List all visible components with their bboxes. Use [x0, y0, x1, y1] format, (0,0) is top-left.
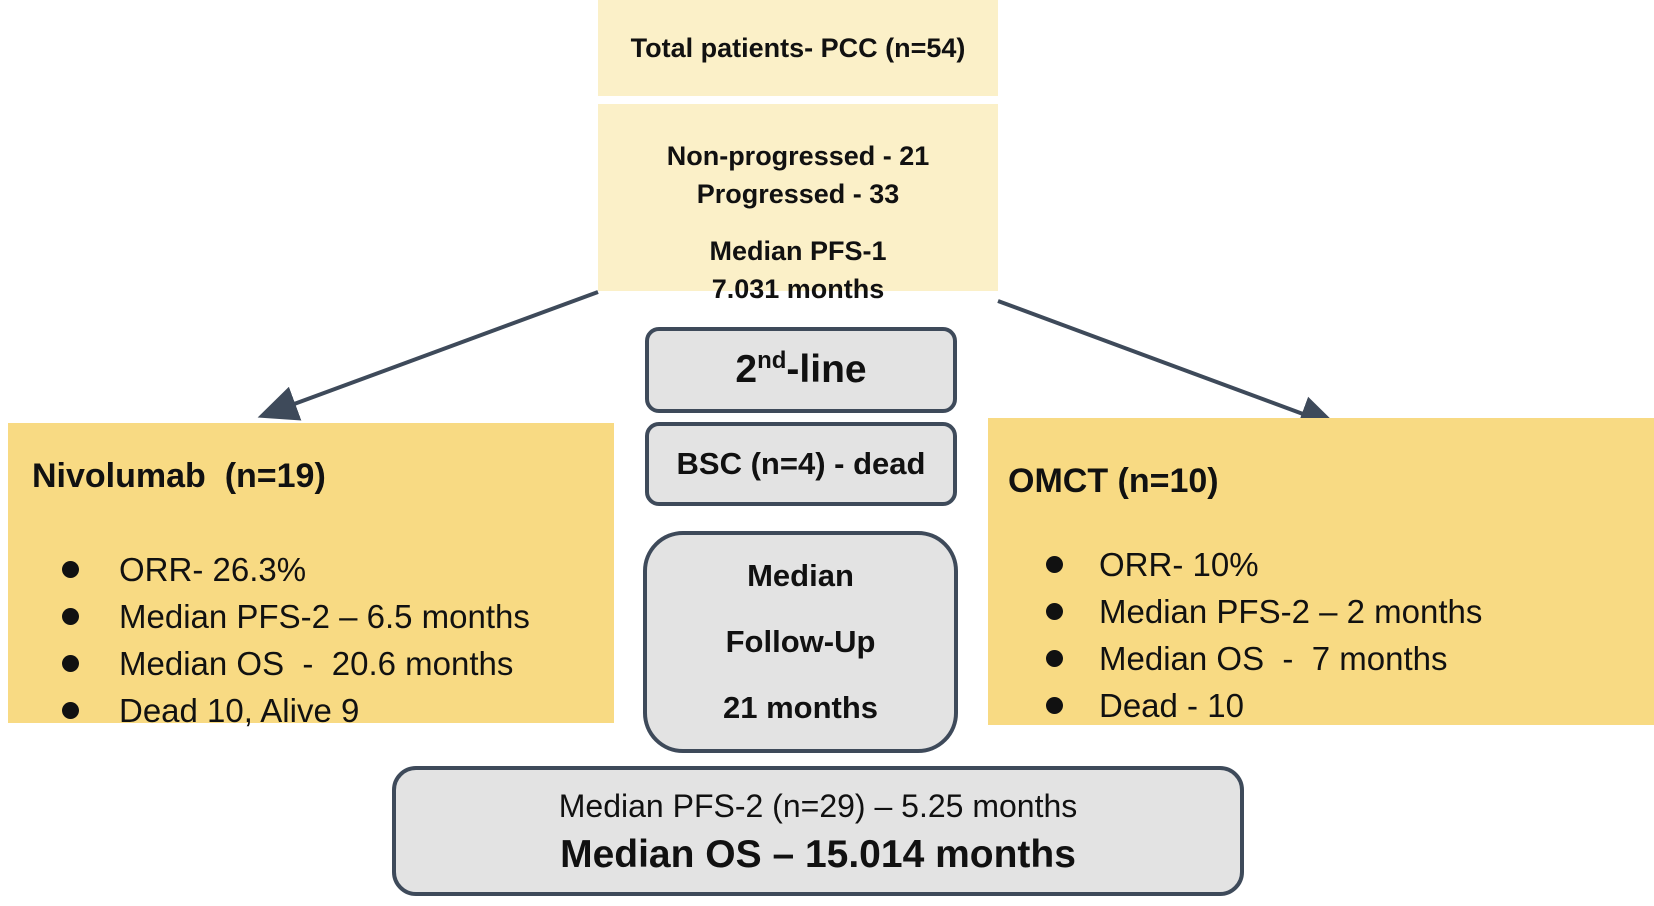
- second-line-suffix: -line: [786, 348, 867, 391]
- total-patients-label: Total patients- PCC (n=54): [630, 32, 966, 63]
- second-line-base: 2: [735, 348, 758, 391]
- median-pfs1-value: 7.031 months: [711, 274, 885, 304]
- omct-box: OMCT (n=10) ORR- 10% Median PFS-2 – 2 mo…: [988, 418, 1654, 725]
- nivolumab-orr: ORR- 26.3%: [119, 550, 307, 588]
- list-item: Median PFS-2 – 6.5 months: [62, 593, 614, 640]
- bullet-icon: [62, 702, 79, 719]
- bullet-icon: [62, 561, 79, 578]
- omct-pfs2: Median PFS-2 – 2 months: [1099, 592, 1483, 630]
- list-item: Median OS - 20.6 months: [62, 640, 614, 687]
- followup-line3: 21 months: [722, 690, 879, 725]
- second-line-superscript: nd: [757, 347, 787, 374]
- list-item: ORR- 26.3%: [62, 546, 614, 593]
- bullet-icon: [1046, 650, 1063, 667]
- bullet-icon: [62, 655, 79, 672]
- summary-pfs2: Median PFS-2 (n=29) – 5.25 months: [558, 788, 1078, 824]
- total-patients-box: Total patients- PCC (n=54): [598, 0, 998, 96]
- bullet-icon: [1046, 603, 1063, 620]
- nivolumab-bullet-list: ORR- 26.3% Median PFS-2 – 6.5 months Med…: [8, 546, 614, 734]
- omct-title: OMCT (n=10): [1008, 462, 1219, 500]
- second-line-box: 2nd-line: [645, 327, 957, 413]
- arrow-to-omct: [997, 299, 1340, 431]
- list-item: ORR- 10%: [1046, 541, 1654, 588]
- omct-bullet-list: ORR- 10% Median PFS-2 – 2 months Median …: [988, 541, 1654, 729]
- list-item: Dead - 10: [1046, 682, 1654, 729]
- median-pfs1-label: Median PFS-1: [709, 236, 887, 266]
- list-item: Median OS - 7 months: [1046, 635, 1654, 682]
- followup-line1: Median: [747, 558, 854, 593]
- list-item: Median PFS-2 – 2 months: [1046, 588, 1654, 635]
- followup-line2: Follow-Up: [725, 624, 876, 659]
- summary-box: Median PFS-2 (n=29) – 5.25 months Median…: [392, 766, 1244, 896]
- summary-os: Median OS – 15.014 months: [560, 833, 1076, 876]
- nivolumab-pfs2: Median PFS-2 – 6.5 months: [119, 597, 530, 635]
- progressed-label: Progressed - 33: [696, 179, 900, 209]
- progression-box: Non-progressed - 21 Progressed - 33 Medi…: [598, 104, 998, 304]
- bullet-icon: [1046, 697, 1063, 714]
- omct-os: Median OS - 7 months: [1099, 639, 1448, 677]
- arrow-to-nivolumab: [257, 290, 599, 421]
- nivolumab-title: Nivolumab (n=19): [32, 457, 326, 495]
- spacer: [598, 213, 998, 232]
- bullet-icon: [62, 608, 79, 625]
- nivolumab-dead-alive: Dead 10, Alive 9: [119, 691, 360, 729]
- bsc-box: BSC (n=4) - dead: [645, 422, 957, 506]
- followup-box: Median Follow-Up 21 months: [643, 531, 958, 753]
- nivolumab-box: Nivolumab (n=19) ORR- 26.3% Median PFS-2…: [8, 423, 614, 729]
- omct-dead: Dead - 10: [1099, 686, 1244, 724]
- bullet-icon: [1046, 556, 1063, 573]
- bsc-label: BSC (n=4) - dead: [676, 446, 926, 481]
- second-line-label: 2nd-line: [735, 348, 866, 392]
- list-item: Dead 10, Alive 9: [62, 687, 614, 734]
- non-progressed-label: Non-progressed - 21: [666, 141, 930, 171]
- nivolumab-os: Median OS - 20.6 months: [119, 644, 514, 682]
- omct-orr: ORR- 10%: [1099, 545, 1259, 583]
